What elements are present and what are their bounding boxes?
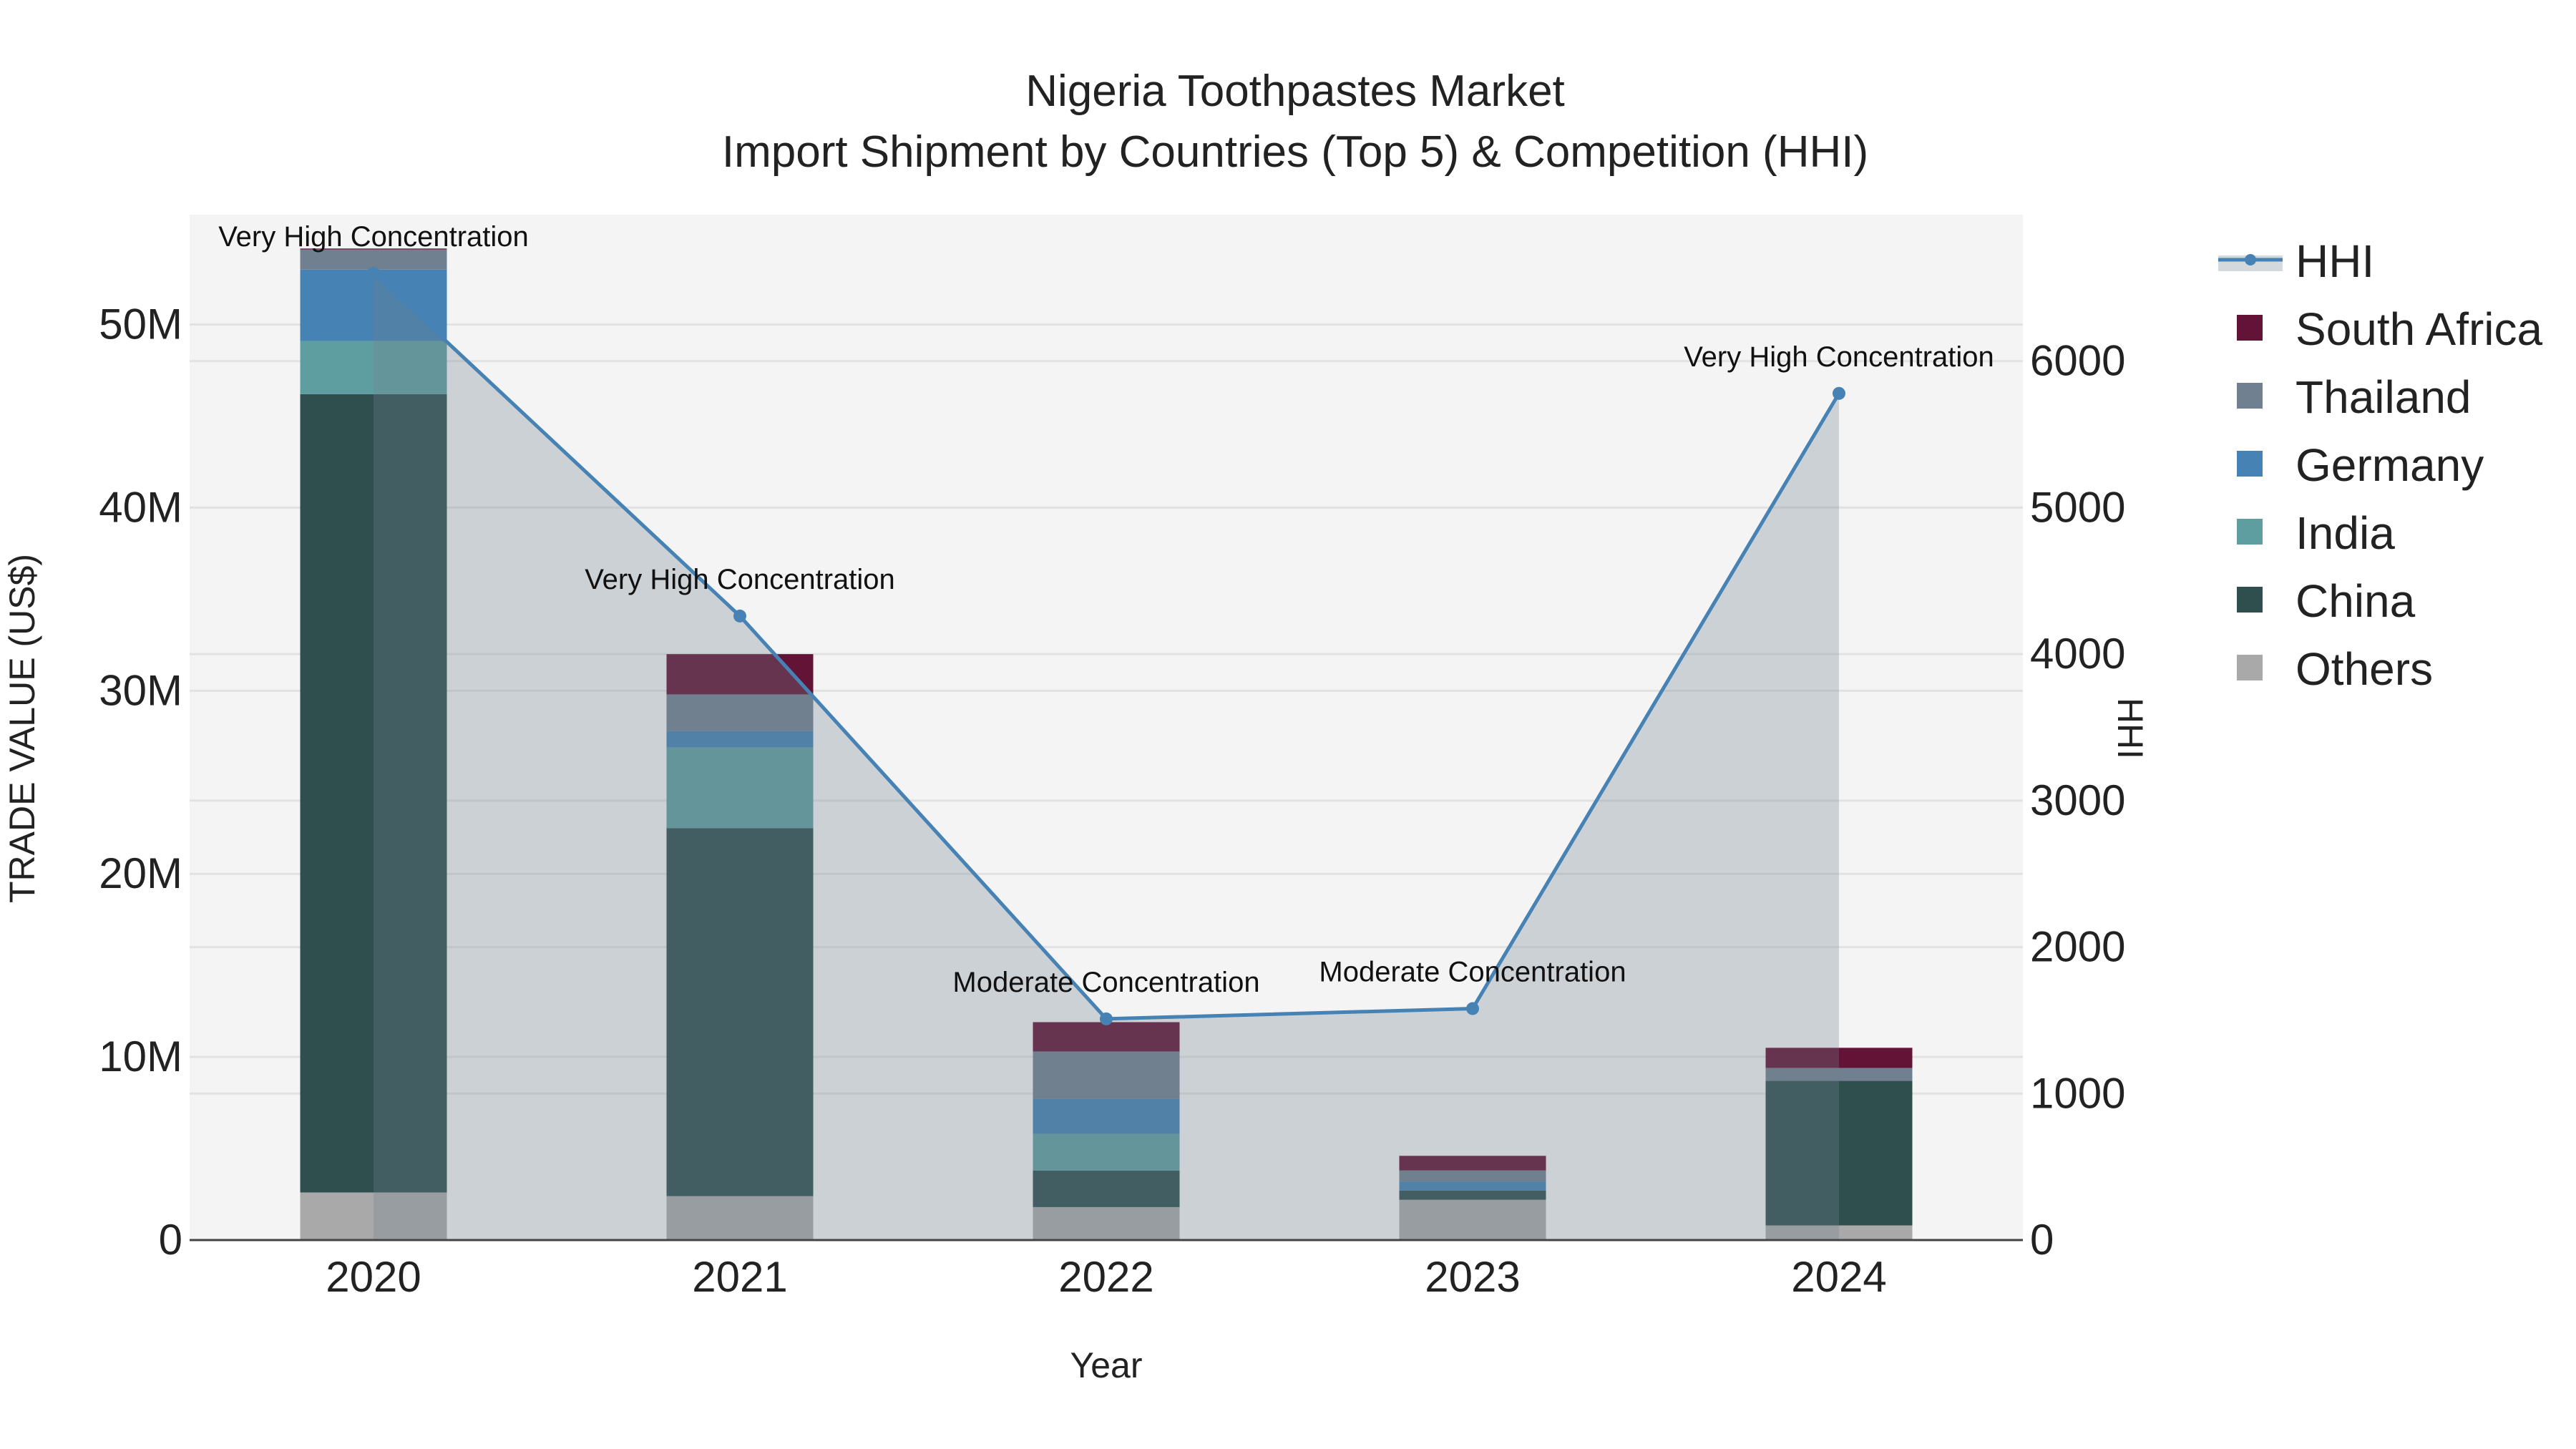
bar-thailand[interactable]	[1765, 1068, 1913, 1081]
bar-south-africa[interactable]	[1399, 1156, 1546, 1171]
y2-tick-label: 0	[2030, 1216, 2054, 1264]
x-tick-label: 2024	[1791, 1253, 1886, 1301]
bar-thailand[interactable]	[666, 694, 814, 731]
bar-india[interactable]	[666, 747, 814, 829]
y2-axis-title: HHI	[2110, 698, 2150, 759]
bar-india[interactable]	[1033, 1133, 1180, 1171]
bar-south-africa[interactable]	[1765, 1048, 1913, 1068]
legend-item-south-africa[interactable]: South Africa	[2296, 303, 2543, 355]
bar-others[interactable]	[1033, 1206, 1180, 1240]
bar-others[interactable]	[1399, 1199, 1546, 1240]
bar-thailand[interactable]	[1033, 1051, 1180, 1099]
x-tick-label: 2022	[1058, 1253, 1153, 1301]
y2-tick-label: 5000	[2030, 483, 2125, 531]
bar-china[interactable]	[1765, 1080, 1913, 1226]
hhi-annotation: Very High Concentration	[218, 221, 529, 253]
x-axis-title: Year	[1070, 1345, 1142, 1385]
bar-thailand[interactable]	[1399, 1170, 1546, 1182]
hhi-annotation: Moderate Concentration	[1319, 957, 1626, 988]
y-tick-label: 50M	[99, 301, 182, 348]
hhi-point[interactable]	[1466, 1002, 1479, 1015]
bar-china[interactable]	[666, 828, 814, 1196]
chart-title: Nigeria Toothpastes Market	[1025, 67, 1565, 116]
y2-tick-label: 3000	[2030, 776, 2125, 824]
hhi-annotation: Very High Concentration	[1684, 341, 1994, 373]
bar-china[interactable]	[1399, 1190, 1546, 1200]
bar-south-africa[interactable]	[1033, 1022, 1180, 1052]
hhi-annotation: Very High Concentration	[585, 564, 895, 595]
bar-others[interactable]	[666, 1196, 814, 1240]
x-tick-label: 2021	[692, 1253, 787, 1301]
legend-swatch-thailand	[2237, 383, 2263, 409]
bar-germany[interactable]	[1399, 1181, 1546, 1191]
bar-china[interactable]	[1033, 1170, 1180, 1207]
legend-swatch-others	[2237, 655, 2263, 680]
legend-item-thailand[interactable]: Thailand	[2296, 371, 2472, 423]
legend-marker-hhi	[2245, 254, 2256, 265]
legend-item-china[interactable]: China	[2296, 575, 2416, 627]
y2-tick-label: 1000	[2030, 1069, 2125, 1117]
y2-tick-label: 4000	[2030, 630, 2125, 678]
legend-swatch-china	[2237, 587, 2263, 613]
hhi-point[interactable]	[367, 266, 380, 280]
hhi-point[interactable]	[1833, 386, 1845, 400]
legend-swatch-germany	[2237, 451, 2263, 477]
x-tick-label: 2020	[326, 1253, 421, 1301]
bar-germany[interactable]	[666, 731, 814, 748]
y-tick-label: 40M	[99, 483, 182, 531]
y2-tick-label: 6000	[2030, 337, 2125, 385]
y-tick-label: 20M	[99, 849, 182, 897]
legend-item-others[interactable]: Others	[2296, 643, 2433, 695]
y-tick-label: 30M	[99, 666, 182, 714]
y-tick-label: 10M	[99, 1033, 182, 1080]
bar-china[interactable]	[300, 394, 447, 1193]
bar-south-africa[interactable]	[666, 654, 814, 695]
y-tick-label: 0	[159, 1216, 182, 1264]
bar-south-africa[interactable]	[300, 248, 447, 250]
bar-thailand[interactable]	[300, 249, 447, 270]
chart-subtitle: Import Shipment by Countries (Top 5) & C…	[722, 127, 1868, 177]
hhi-annotation: Moderate Concentration	[952, 967, 1259, 998]
bar-others[interactable]	[1765, 1225, 1913, 1240]
bar-india[interactable]	[300, 341, 447, 394]
legend-swatch-india	[2237, 519, 2263, 545]
legend-swatch-south-africa	[2237, 315, 2263, 341]
hhi-point[interactable]	[1100, 1012, 1113, 1025]
legend: HHI South Africa Thailand Germany India China…	[2218, 235, 2543, 695]
legend-item-germany[interactable]: Germany	[2296, 439, 2484, 491]
hhi-area	[374, 273, 1839, 1240]
bar-others[interactable]	[300, 1192, 447, 1240]
hhi-point[interactable]	[733, 609, 746, 623]
y2-tick-label: 2000	[2030, 923, 2125, 971]
legend-item-india[interactable]: India	[2296, 507, 2395, 559]
bar-germany[interactable]	[1033, 1098, 1180, 1134]
legend-item-hhi[interactable]: HHI	[2296, 235, 2374, 287]
bar-germany[interactable]	[300, 269, 447, 341]
y-axis-title: TRADE VALUE (US$)	[2, 554, 42, 903]
x-tick-label: 2023	[1425, 1253, 1520, 1301]
